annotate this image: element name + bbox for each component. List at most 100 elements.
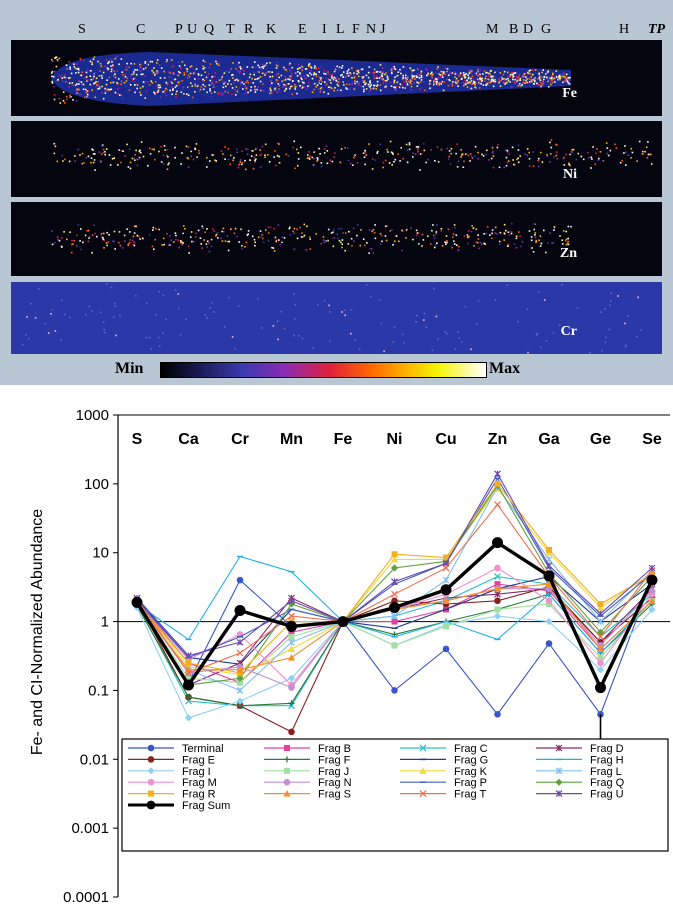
zn-map-strip: Zn [11, 202, 662, 276]
category-label-mn: Mn [280, 431, 303, 448]
abundance-chart: 1000 100 10 1 0.1 0.01 0.001 0.0001 Fe- and CI-N… [29, 407, 670, 906]
legend-marker-frag-i [147, 767, 155, 775]
y-tick-label: 0.1 [88, 682, 109, 699]
point-frag-m-ga [545, 597, 553, 605]
point-frag-l-mn [288, 638, 295, 646]
category-label-ga: Ga [538, 431, 559, 448]
fragment-label-t: T [226, 22, 235, 37]
fe-map-strip: Fe [11, 40, 662, 116]
series-line-frag-l [136, 485, 653, 692]
point-frag-u-ge [597, 610, 604, 618]
legend-label-terminal: Terminal [182, 743, 224, 755]
point-frag-s-zn [493, 585, 502, 592]
series-line-frag-c [136, 576, 653, 707]
legend-label-frag-r: Frag R [182, 789, 216, 801]
fragment-label-i: I [322, 22, 327, 37]
category-label-cr: Cr [231, 431, 249, 448]
legend-label-frag-h: Frag H [590, 754, 624, 766]
fragment-label-u: U [187, 22, 198, 37]
point-terminal-zn [494, 711, 501, 718]
point-frag-t-ge [597, 633, 604, 641]
legend-label-frag-c: Frag C [454, 743, 488, 755]
point-frag-l-ni [391, 612, 398, 620]
fragment-label-l: L [336, 22, 345, 37]
point-frag-r-cr [237, 669, 243, 676]
point-frag-k-ni [390, 555, 399, 563]
color-scale-bar: Min Max [0, 359, 673, 381]
legend-marker-frag-l [555, 767, 563, 775]
ni-map-image [53, 139, 653, 171]
legend-box [121, 738, 669, 852]
point-frag-sum-zn [492, 537, 503, 549]
point-frag-k-ge [596, 603, 605, 611]
legend-marker-terminal [147, 744, 155, 752]
category-label-cu: Cu [435, 431, 456, 448]
y-tick-label: 0.001 [71, 820, 109, 837]
cr-map-label: Cr [560, 324, 577, 339]
fragment-label-tp: TP [648, 22, 666, 37]
legend-label-frag-u: Frag U [590, 789, 624, 801]
point-frag-f-mn [288, 700, 295, 707]
point-frag-t-ni [391, 590, 398, 598]
point-frag-m-zn [494, 564, 501, 572]
point-terminal-ga [545, 640, 553, 647]
point-terminal-ni [391, 687, 398, 694]
fragment-label-e: E [298, 22, 307, 37]
point-frag-m-ge [597, 659, 604, 667]
point-frag-r-zn [494, 480, 501, 487]
point-frag-s-se [648, 597, 656, 604]
legend-label-frag-g: Frag G [454, 754, 488, 766]
point-frag-l-ge [597, 618, 604, 625]
point-frag-i-se [648, 605, 656, 614]
point-frag-sum-ga [543, 570, 555, 582]
point-frag-s-ga [545, 580, 553, 588]
point-terminal-cr [236, 576, 244, 584]
point-frag-i-zn [493, 612, 502, 620]
fragment-label-s: S [78, 22, 86, 37]
legend-marker-frag-sum [146, 800, 156, 810]
point-frag-sum-cu [440, 584, 452, 596]
category-label-zn: Zn [488, 431, 508, 448]
legend-marker-frag-r [148, 790, 154, 797]
point-frag-sum-ca [183, 679, 194, 691]
fragment-label-h: H [619, 22, 630, 37]
legend-marker-frag-d [555, 744, 563, 752]
legend-marker-frag-b [284, 745, 290, 751]
point-frag-r-ca [185, 660, 192, 667]
point-frag-b-zn [494, 581, 501, 588]
point-frag-b-ni [391, 618, 398, 625]
point-frag-r-ga [546, 546, 552, 553]
point-frag-k-mn [287, 645, 296, 652]
point-frag-n-mn [288, 684, 295, 691]
point-frag-u-ga [545, 562, 553, 570]
zn-map-label: Zn [559, 246, 577, 261]
ni-map-strip: Ni [11, 121, 662, 197]
point-frag-q-cr [236, 674, 244, 682]
fragment-label-b: B [509, 22, 519, 37]
fragment-label-n: N [366, 22, 377, 37]
point-frag-i-ge [596, 666, 605, 674]
fe-map-image [51, 52, 571, 106]
category-label-ge: Ge [590, 431, 611, 448]
point-frag-b-mn [288, 629, 295, 636]
fragment-label-q: Q [204, 22, 215, 37]
y-tick-label: 1 [101, 614, 109, 631]
point-frag-e-zn [494, 597, 501, 605]
legend-label-frag-s: Frag S [318, 789, 351, 801]
point-frag-r-ni [391, 551, 398, 558]
legend-label-frag-j: Frag J [318, 766, 349, 778]
point-frag-s-cu [442, 597, 450, 604]
point-frag-u-se [648, 564, 656, 572]
y-tick-label: 0.0001 [63, 889, 109, 906]
point-frag-u-mn [288, 597, 295, 605]
point-frag-l-cu [442, 576, 450, 584]
point-frag-sum-s [131, 596, 143, 608]
fragment-label-k: K [266, 22, 277, 37]
point-frag-sum-ni [389, 602, 400, 614]
y-tick-label: 0.01 [80, 751, 109, 768]
y-axis-label: Fe- and CI-Normalized Abundance [29, 509, 46, 755]
legend-label-frag-d: Frag D [590, 743, 624, 755]
series-line-frag-q [136, 484, 653, 686]
point-frag-u-ni [391, 578, 398, 586]
scale-min-label: Min [115, 360, 144, 377]
